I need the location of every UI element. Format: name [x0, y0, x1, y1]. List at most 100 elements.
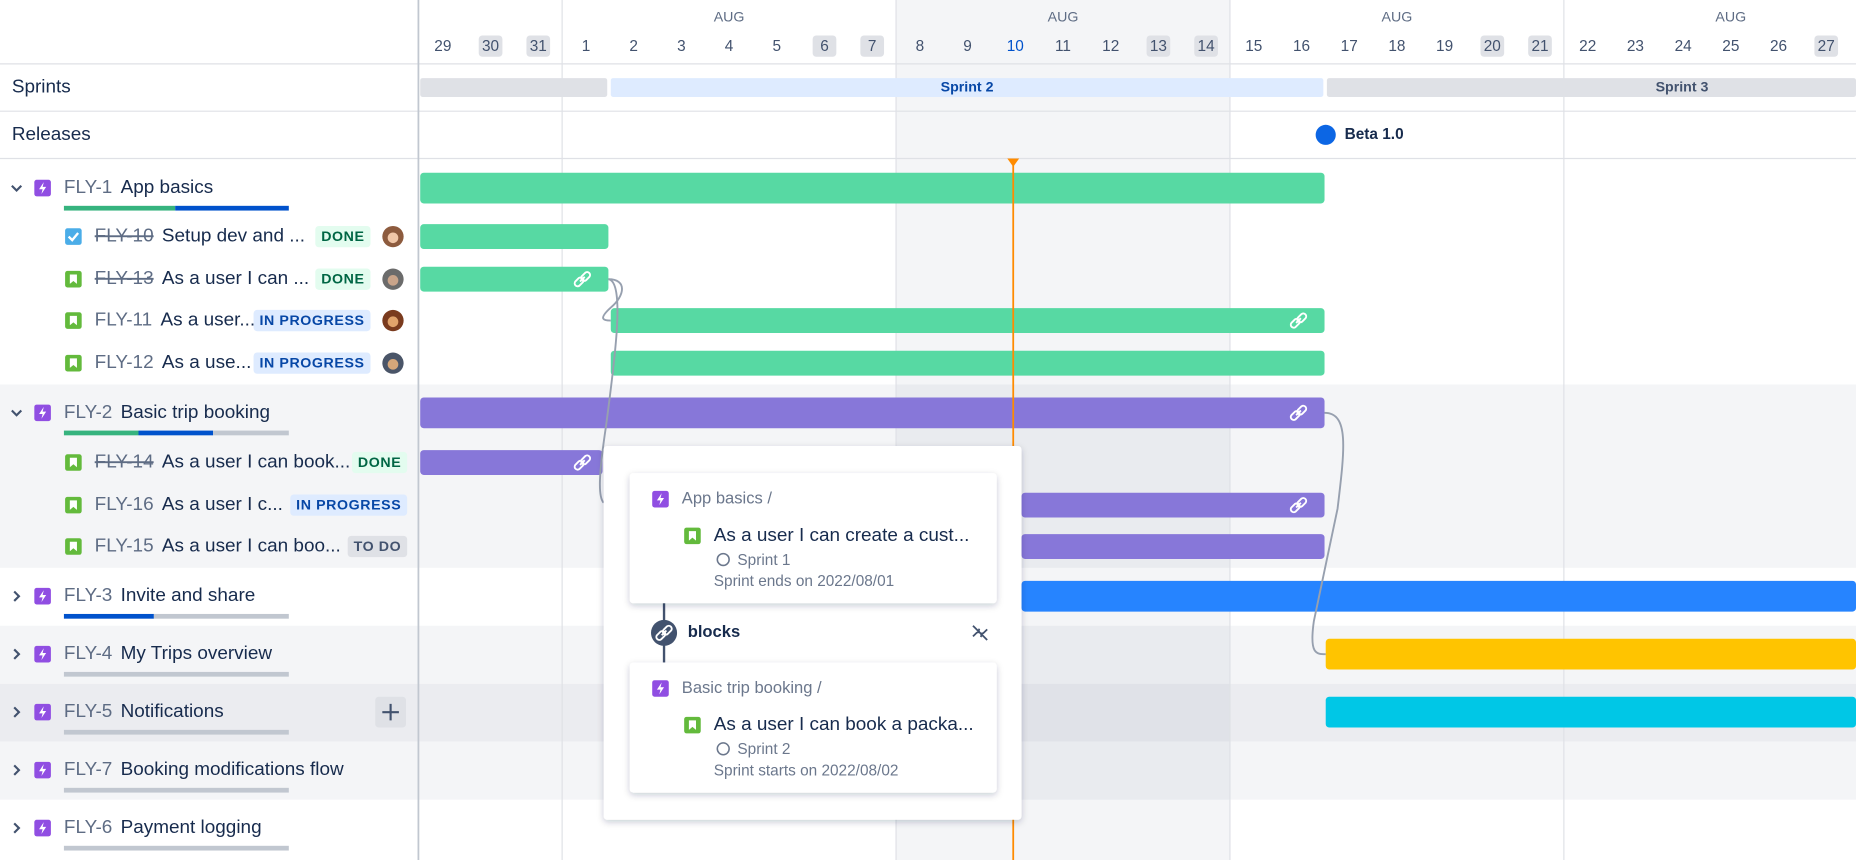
day-label: 29: [434, 38, 451, 55]
day-label: 5: [773, 38, 782, 55]
issue-summary[interactable]: As a use...: [162, 352, 251, 373]
sprint-icon: [716, 552, 730, 567]
sprint-bar[interactable]: [1326, 78, 1856, 98]
issue-summary[interactable]: Setup dev and ...: [162, 226, 305, 247]
issue-card[interactable]: [629, 473, 997, 604]
status-lozenge: [290, 494, 408, 516]
day-label: 12: [1102, 38, 1119, 55]
issue-summary[interactable]: As a user...: [161, 310, 256, 331]
card-sprint: Sprint 1: [737, 552, 790, 569]
weekend-badge: [1814, 35, 1839, 57]
issue-summary[interactable]: As a user I c...: [162, 494, 283, 515]
avatar-face: [387, 275, 399, 286]
day-label: 13: [1150, 38, 1167, 55]
link-icon[interactable]: [573, 454, 591, 471]
expand-chevron[interactable]: [13, 764, 21, 776]
issue-bar[interactable]: [1021, 534, 1325, 559]
icon-glyph: [69, 358, 77, 368]
epic-bar[interactable]: [420, 397, 1325, 429]
row-label: Sprints: [12, 77, 71, 98]
sprint-name: Sprint 3: [1656, 79, 1709, 95]
epic-bar[interactable]: [1325, 696, 1856, 728]
day-label: 26: [1770, 38, 1787, 55]
status-text: TO DO: [354, 539, 402, 555]
link-icon[interactable]: [573, 271, 591, 288]
issue-key[interactable]: FLY-6: [64, 817, 112, 838]
issue-bar[interactable]: [610, 308, 1325, 333]
month-label: AUG: [1048, 9, 1079, 25]
status-lozenge: [253, 352, 371, 374]
epic-bar[interactable]: [420, 172, 1325, 204]
release-marker[interactable]: [1315, 124, 1336, 145]
status-lozenge: [315, 268, 371, 290]
issue-summary[interactable]: As a user I can ...: [162, 268, 309, 289]
issue-summary[interactable]: Invite and share: [121, 585, 256, 606]
epic-bar[interactable]: [1325, 638, 1856, 670]
issue-key[interactable]: FLY-2: [64, 402, 112, 423]
issue-summary[interactable]: Basic trip booking: [121, 402, 270, 423]
card-summary: As a user I can create a cust...: [714, 525, 970, 546]
day-label: 27: [1818, 38, 1835, 55]
issue-bar[interactable]: [1021, 492, 1325, 518]
status-text: DONE: [321, 229, 364, 245]
issue-key[interactable]: FLY-11: [95, 310, 153, 331]
issue-key[interactable]: FLY-4: [64, 643, 112, 664]
issue-key[interactable]: FLY-7: [64, 759, 112, 780]
day-label: 10: [1007, 38, 1024, 55]
issue-summary[interactable]: Booking modifications flow: [121, 759, 344, 780]
link-icon[interactable]: [1289, 312, 1308, 329]
expand-chevron[interactable]: [13, 648, 21, 660]
progress-bar: [63, 845, 289, 851]
icon-glyph: [656, 682, 665, 695]
issue-summary[interactable]: My Trips overview: [121, 643, 273, 664]
unlink-button[interactable]: [972, 625, 988, 641]
link-icon[interactable]: [655, 624, 673, 641]
issue-bar[interactable]: [420, 224, 609, 250]
issue-summary[interactable]: As a user I can boo...: [162, 536, 341, 557]
status-text: DONE: [321, 272, 364, 288]
card-note: Sprint starts on 2022/08/02: [714, 762, 899, 779]
issue-bar[interactable]: [420, 266, 609, 292]
status-lozenge: [315, 225, 371, 248]
issue-summary[interactable]: Notifications: [121, 701, 224, 722]
epic-bar[interactable]: [1021, 580, 1856, 612]
issue-summary[interactable]: As a user I can book...: [162, 452, 350, 473]
expand-chevron[interactable]: [13, 706, 21, 718]
day-label: 24: [1675, 38, 1693, 55]
icon-glyph: [688, 531, 696, 541]
dependency-line: [1311, 411, 1345, 656]
issue-key[interactable]: FLY-3: [64, 585, 112, 606]
issue-key[interactable]: FLY-1: [64, 177, 112, 198]
add-glyph: [382, 703, 399, 721]
expand-chevron[interactable]: [11, 184, 23, 192]
day-label: 7: [868, 38, 877, 55]
issue-key[interactable]: FLY-14: [95, 452, 154, 473]
issue-summary[interactable]: App basics: [121, 177, 214, 198]
expand-chevron[interactable]: [11, 409, 23, 417]
dependency-line: [602, 278, 623, 322]
expand-chevron[interactable]: [13, 822, 21, 834]
expand-chevron[interactable]: [13, 590, 21, 602]
day-label: 1: [582, 38, 591, 55]
month-label: AUG: [714, 9, 745, 25]
sprint-bar[interactable]: [610, 78, 1324, 98]
issue-key[interactable]: FLY-16: [95, 494, 154, 515]
status-text: IN PROGRESS: [296, 497, 401, 513]
status-lozenge: [351, 451, 408, 474]
issue-summary[interactable]: Payment logging: [121, 817, 262, 838]
link-icon[interactable]: [1289, 404, 1308, 421]
link-icon[interactable]: [1289, 497, 1308, 514]
progress-bar: [63, 430, 139, 436]
weekend-badge: [1146, 35, 1171, 57]
issue-key[interactable]: FLY-5: [64, 701, 112, 722]
issue-bar[interactable]: [610, 350, 1325, 376]
day-label: 18: [1388, 38, 1405, 55]
issue-key[interactable]: FLY-13: [95, 268, 154, 289]
issue-key[interactable]: FLY-10: [95, 226, 154, 247]
issue-card[interactable]: [629, 662, 997, 793]
issue-bar[interactable]: [420, 450, 603, 475]
day-label: 22: [1579, 38, 1596, 55]
issue-key[interactable]: FLY-12: [95, 352, 154, 373]
issue-key[interactable]: FLY-15: [95, 536, 154, 557]
